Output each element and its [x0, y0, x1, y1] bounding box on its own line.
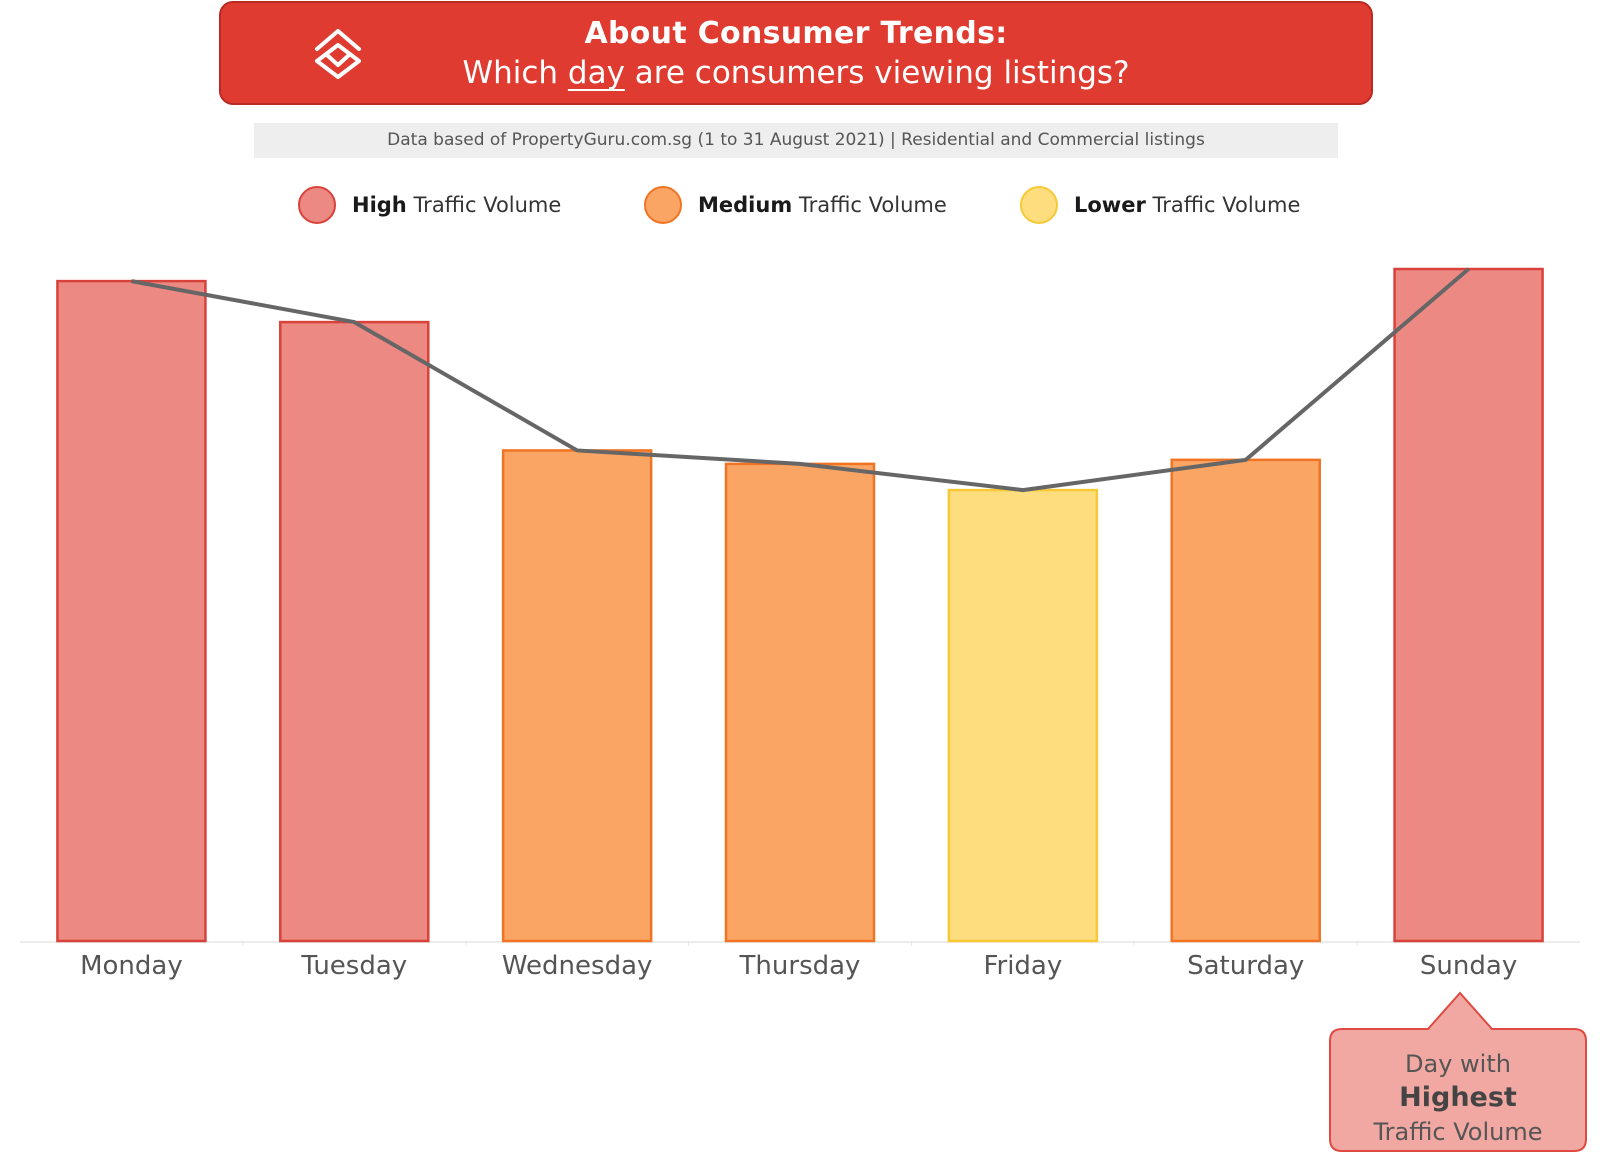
banner-question: Which day are consumers viewing listings… — [462, 55, 1130, 91]
bar-monday — [56, 279, 207, 943]
propertyguru-logo-icon — [315, 29, 361, 79]
legend-label-medium: Medium Traffic Volume — [698, 193, 947, 217]
x-tick-label-sunday: Sunday — [1420, 951, 1517, 981]
bar-friday — [947, 488, 1099, 943]
bar-tuesday — [279, 320, 430, 943]
x-tick-label-wednesday: Wednesday — [502, 951, 653, 981]
x-tick-label-friday: Friday — [983, 951, 1062, 981]
legend-swatch-high — [298, 186, 336, 224]
callout-text: Day with Highest Traffic Volume — [1328, 1047, 1588, 1149]
bar-wednesday — [501, 449, 653, 943]
callout-line-3: Traffic Volume — [1373, 1118, 1543, 1146]
legend-item-high: High Traffic Volume — [298, 182, 561, 228]
legend: High Traffic Volume Medium Traffic Volum… — [0, 182, 1600, 230]
banner-title: About Consumer Trends: — [584, 16, 1008, 51]
legend-swatch-medium — [644, 186, 682, 224]
title-banner: About Consumer Trends: Which day are con… — [219, 1, 1373, 105]
legend-swatch-lower — [1020, 186, 1058, 224]
x-tick-label-monday: Monday — [80, 951, 183, 981]
legend-item-medium: Medium Traffic Volume — [644, 182, 947, 228]
bar-saturday — [1170, 458, 1321, 943]
x-tick-label-tuesday: Tuesday — [300, 951, 407, 981]
legend-item-lower: Lower Traffic Volume — [1020, 182, 1300, 228]
legend-label-high: High Traffic Volume — [352, 193, 562, 217]
bar-sunday — [1393, 267, 1544, 943]
callout-bubble — [1329, 991, 1587, 1152]
x-tick-label-saturday: Saturday — [1187, 951, 1304, 981]
x-tick-label-thursday: Thursday — [739, 951, 861, 981]
banner-question-emphasis: day — [567, 55, 625, 91]
callout-line-1: Day with — [1405, 1050, 1511, 1078]
legend-label-lower: Lower Traffic Volume — [1074, 193, 1301, 217]
bar-thursday — [724, 462, 876, 943]
callout-line-2: Highest — [1399, 1082, 1517, 1113]
trend-line — [131, 267, 1470, 493]
highest-day-callout: Day with Highest Traffic Volume — [1328, 989, 1588, 1154]
source-note: Data based of PropertyGuru.com.sg (1 to … — [254, 123, 1338, 158]
